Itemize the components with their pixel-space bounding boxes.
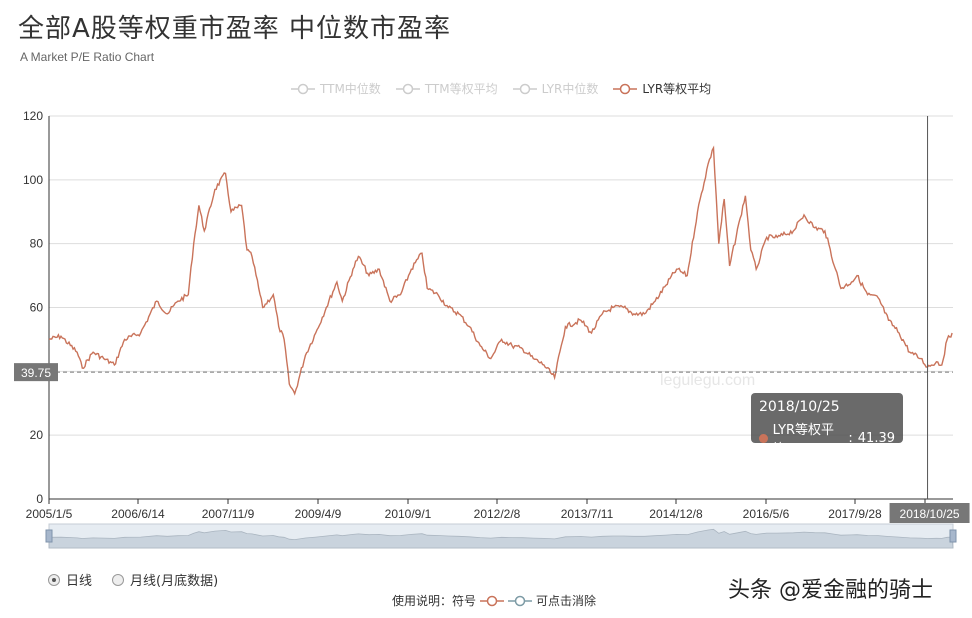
series-lyr-avg (48, 145, 953, 396)
reference-line: 39.75 (14, 363, 953, 382)
crosshair-pointer: 2018/10/25 (889, 116, 970, 523)
legend: TTM中位数 TTM等权平均 LYR中位数 LYR等权平均 (290, 80, 711, 97)
x-axis: 2005/1/5 2006/6/14 2007/11/9 2009/4/9 2010/9… (26, 499, 967, 521)
x-tick-label: 2013/7/11 (561, 507, 614, 521)
legend-item-ttm-median[interactable]: TTM中位数 (290, 80, 381, 97)
x-tick-label: 2009/4/9 (295, 507, 342, 521)
legend-label: LYR等权平均 (642, 82, 712, 96)
legend-label: LYR中位数 (541, 82, 599, 96)
tooltip-series-name: LYR等权平均 (772, 423, 835, 457)
legend-line-icon (291, 83, 315, 94)
series-line (48, 145, 953, 396)
symbol-gray-icon (508, 595, 533, 606)
x-tick-label: 2010/9/1 (385, 507, 432, 521)
x-tick-label: 2005/1/5 (26, 507, 73, 521)
radio-monthly[interactable]: 月线(月底数据) (112, 570, 218, 589)
pe-line-chart[interactable]: 020406080100120 2005/1/52006/6/142007/11… (0, 0, 972, 560)
legend-label: TTM中位数 (320, 82, 381, 96)
usage-instructions: 使用说明：符号 可点击消除 (392, 592, 596, 609)
tooltip-value: 41.39 (857, 430, 895, 446)
y-tick-label: 120 (23, 109, 43, 123)
pointer-label: 2018/10/25 (900, 507, 960, 521)
legend-label: TTM等权平均 (424, 82, 498, 96)
grid-lines (49, 115, 953, 500)
y-tick-label: 80 (30, 237, 44, 251)
y-tick-label: 0 (36, 492, 43, 506)
legend-line-icon (512, 83, 537, 94)
datazoom-handle (45, 529, 53, 543)
y-axis: 020406080100120 (23, 109, 50, 506)
chart-watermark: legulegu.com (660, 372, 755, 389)
pointer-label-bg (889, 503, 970, 523)
reference-label: 39.75 (21, 366, 51, 380)
radio-daily-label: 日线 (66, 574, 93, 589)
legend-line-icon (395, 83, 420, 94)
datazoom-handle (949, 529, 957, 543)
period-selector: 日线 月线(月底数据) (48, 570, 218, 589)
footer-watermark: 头条 @爱金融的骑士 (728, 578, 933, 603)
reference-label-bg (14, 363, 58, 382)
chart-subtitle: A Market P/E Ratio Chart (20, 50, 155, 64)
tooltip-swatch (759, 433, 768, 443)
x-tick-label: 2007/11/9 (202, 507, 255, 521)
legend-item-lyr-avg[interactable]: LYR等权平均 (612, 80, 711, 97)
instructions-prefix: 使用说明：符号 (392, 594, 477, 608)
radio-dot (48, 573, 60, 586)
datazoom-slider (45, 523, 957, 549)
radio-dot (112, 573, 125, 586)
symbol-red-icon (480, 595, 505, 606)
x-tick-label: 2016/5/6 (743, 507, 790, 521)
radio-daily[interactable]: 日线 (48, 570, 92, 589)
chart-title: 全部A股等权重市盈率 中位数市盈率 (18, 14, 452, 44)
legend-item-ttm-avg[interactable]: TTM等权平均 (395, 80, 498, 97)
tooltip-sep: : (848, 430, 853, 446)
instructions-suffix: 可点击消除 (536, 594, 597, 608)
tooltip: 2018/10/25 LYR等权平均 : 41.39 (751, 393, 903, 457)
y-tick-label: 100 (23, 173, 43, 187)
tooltip-date: 2018/10/25 (759, 399, 840, 415)
y-tick-label: 20 (30, 428, 44, 442)
radio-monthly-label: 月线(月底数据) (130, 574, 219, 589)
legend-line-icon (613, 83, 638, 94)
legend-item-lyr-median[interactable]: LYR中位数 (512, 80, 599, 97)
datazoom-preview (48, 528, 954, 549)
x-tick-label: 2006/6/14 (111, 507, 165, 521)
x-tick-label: 2014/12/8 (649, 507, 703, 521)
y-tick-label: 60 (30, 301, 44, 315)
x-tick-label: 2017/9/28 (828, 507, 882, 521)
x-tick-label: 2012/2/8 (474, 507, 521, 521)
